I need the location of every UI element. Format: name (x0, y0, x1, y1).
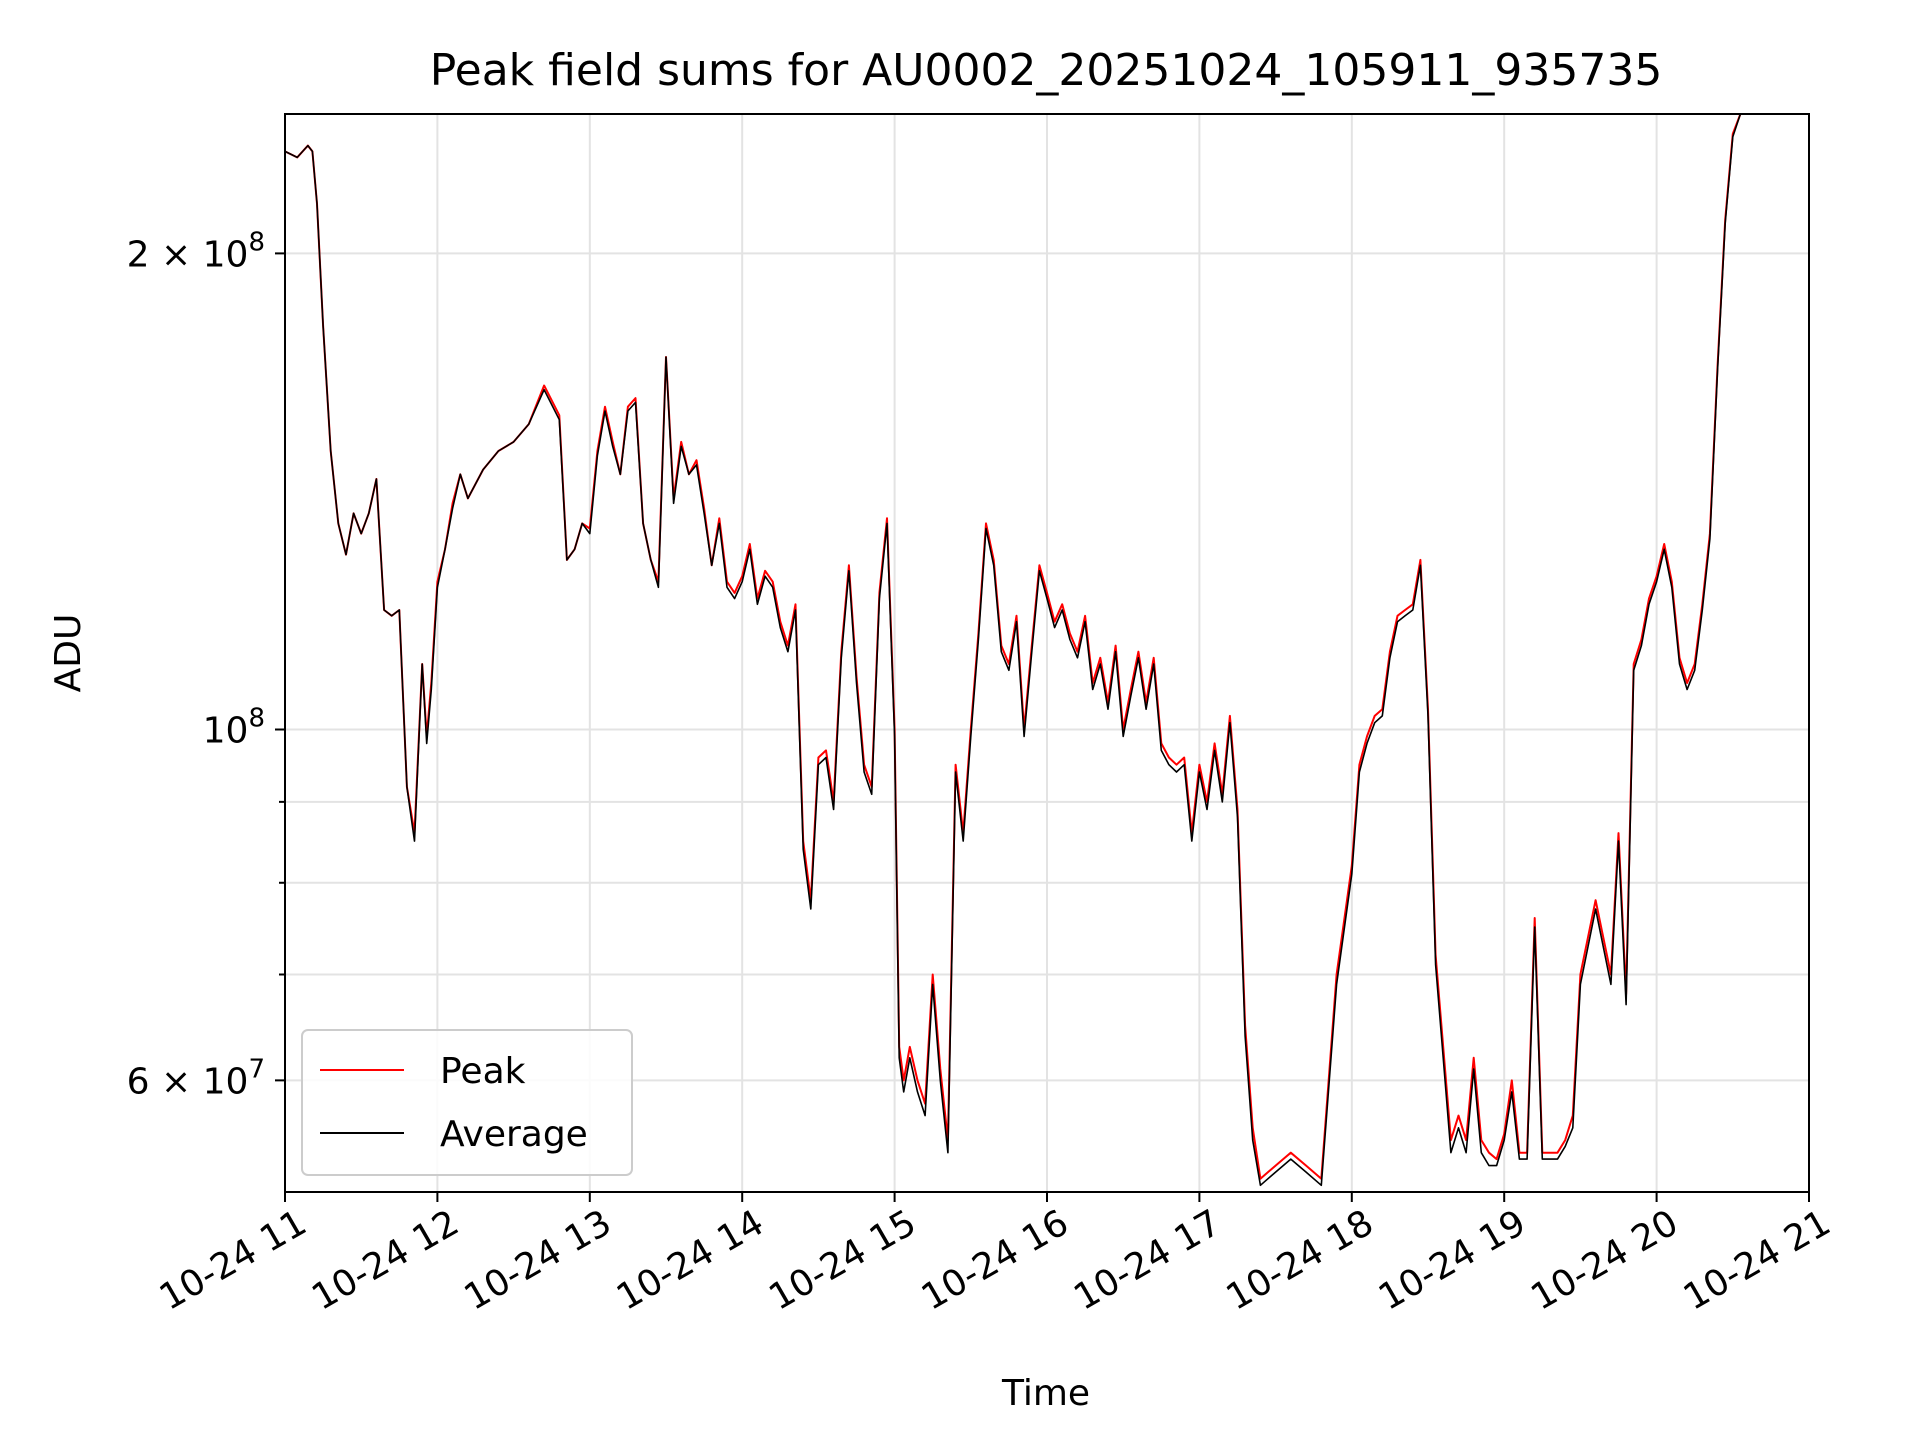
y-tick-label: 2 × 108 (127, 227, 265, 275)
legend-box (301, 1029, 633, 1176)
y-tick-mantissa: 2 × (127, 234, 203, 275)
y-tick-base: 10 (203, 1061, 249, 1102)
legend-label-average: Average (440, 1114, 588, 1155)
y-tick-mantissa: 6 × (127, 1061, 203, 1102)
y-tick-exponent: 8 (248, 703, 265, 733)
x-axis-label: Time (1001, 1373, 1090, 1414)
y-tick-base: 10 (203, 234, 249, 275)
y-axis-label: ADU (48, 614, 89, 693)
y-tick-base: 10 (203, 710, 249, 751)
y-tick-label: 108 (203, 703, 265, 751)
y-tick-label: 6 × 107 (127, 1054, 265, 1102)
legend: Peak Average (301, 1029, 633, 1176)
legend-label-peak: Peak (440, 1051, 526, 1092)
series-line-average (284, 113, 1742, 1187)
series-layer (284, 113, 1742, 1187)
y-tick-exponent: 7 (248, 1054, 265, 1084)
series-line-peak (284, 113, 1742, 1180)
chart-title: Peak field sums for AU0002_20251024_1059… (430, 45, 1663, 96)
y-tick-exponent: 8 (248, 227, 265, 257)
